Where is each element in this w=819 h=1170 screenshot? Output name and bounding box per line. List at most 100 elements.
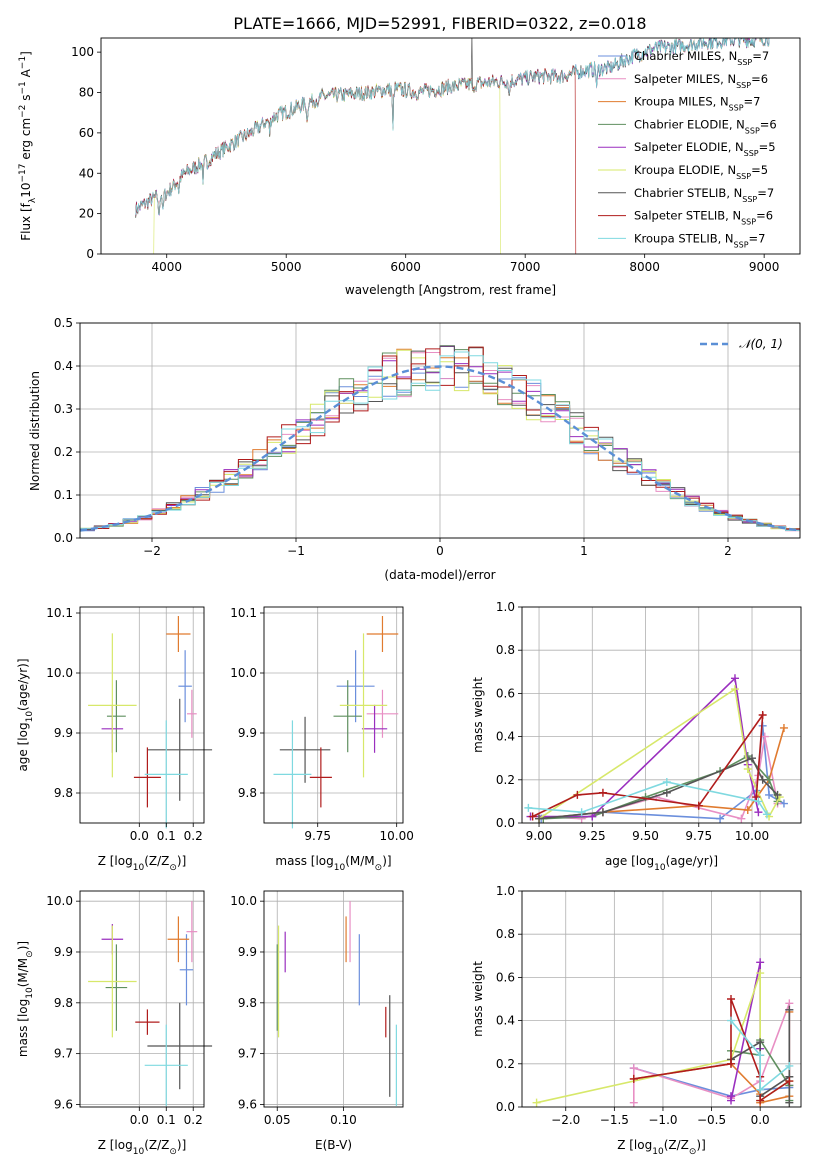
x-tick-label: 0.10 bbox=[330, 1113, 357, 1127]
legend-text: Kroupa STELIB, N bbox=[634, 231, 734, 245]
label-part: ⊙ bbox=[169, 1147, 177, 1157]
y-tick-label: 9.9 bbox=[238, 945, 257, 959]
x-tick-label: 6000 bbox=[390, 260, 421, 274]
legend-label: Kroupa STELIB, NSSP=7 bbox=[634, 231, 765, 249]
y-tick-label: 9.8 bbox=[54, 996, 73, 1010]
weight-line-salpeter-stelib bbox=[532, 712, 764, 818]
label-part: (M/M bbox=[345, 854, 374, 868]
axes-frame bbox=[263, 890, 404, 1108]
weight-marker bbox=[694, 801, 703, 810]
label-part: (Z/Z bbox=[144, 1138, 169, 1152]
y-tick-label: 9.9 bbox=[238, 726, 257, 740]
x-tick-label: 0.0 bbox=[130, 1113, 149, 1127]
weight-marker bbox=[785, 1077, 794, 1086]
legend-label: Kroupa MILES, NSSP=7 bbox=[634, 95, 760, 113]
legend-tail: =6 bbox=[756, 209, 773, 223]
mass-vs-ebv-chart: 0.05 0.10 9.6 9.7 9.8 9.9 10.0 E(B-V) bbox=[230, 890, 404, 1152]
weight-marker bbox=[598, 808, 607, 817]
weight-marker bbox=[758, 711, 767, 719]
label-part: age [log bbox=[16, 722, 30, 771]
legend-text: Kroupa MILES, N bbox=[634, 95, 729, 109]
weight-vs-z-chart: −2.0 −1.5 −1.0 −0.5 0.0 0.0 0.2 0.4 0.6 0.8 1.0 Z [… bbox=[471, 884, 802, 1157]
x-tick-label: 0.1 bbox=[157, 1113, 176, 1127]
label-part: (Z/Z bbox=[664, 1138, 689, 1152]
y-tick-label: 10.1 bbox=[230, 606, 257, 620]
weight-marker bbox=[727, 1016, 736, 1025]
x-tick-label: 0.2 bbox=[184, 1113, 203, 1127]
x-tick-label: −0.5 bbox=[697, 1113, 726, 1127]
age-vs-z-chart: 0.0 0.1 0.29.89.910.010.1Z [log10(Z/Z⊙)]ag… bbox=[16, 606, 213, 873]
label-part: (Z/Z bbox=[144, 854, 169, 868]
axes-frame bbox=[263, 606, 404, 824]
residual-legend-label: 𝒩(0, 1) bbox=[739, 337, 783, 351]
mass-vs-z-chart: 0.0 0.1 0.29.69.79.89.910.0Z [log10(Z/Z⊙)]… bbox=[16, 890, 213, 1157]
y-tick-label: 20 bbox=[79, 207, 94, 221]
legend-sub: SSP bbox=[736, 80, 751, 89]
weight-marker bbox=[743, 806, 752, 815]
weight-vs-age-chart-ylabel: mass weight bbox=[471, 677, 485, 753]
x-tick-label: 8000 bbox=[629, 260, 660, 274]
x-tick-label: 0.05 bbox=[264, 1113, 291, 1127]
y-tick-label: 0.5 bbox=[54, 316, 73, 330]
y-tick-label: 10.0 bbox=[230, 666, 257, 680]
legend-tail: =7 bbox=[744, 95, 761, 109]
label-part: erg cm bbox=[19, 118, 33, 164]
legend-sub: SSP bbox=[742, 194, 757, 203]
weight-marker bbox=[629, 1098, 638, 1107]
x-tick-label: −1 bbox=[287, 544, 305, 558]
y-tick-label: 9.6 bbox=[238, 1097, 257, 1111]
label-part: 10 bbox=[652, 1147, 664, 1157]
y-tick-label: 9.8 bbox=[238, 996, 257, 1010]
legend-text: Chabrier ELODIE, N bbox=[634, 117, 745, 131]
y-tick-label: 1.0 bbox=[496, 884, 515, 898]
y-tick-label: 40 bbox=[79, 166, 94, 180]
weight-marker bbox=[727, 1059, 736, 1068]
weight-line-salpeter-elodie bbox=[530, 676, 760, 818]
weight-marker bbox=[756, 1096, 765, 1105]
weight-marker bbox=[727, 995, 736, 1003]
label-part: mass [log bbox=[275, 854, 333, 868]
spectrum-xlabel: wavelength [Angstrom, rest frame] bbox=[345, 283, 556, 297]
y-tick-label: 10.0 bbox=[46, 894, 73, 908]
legend-tail: =5 bbox=[751, 163, 768, 177]
legend-tail: =7 bbox=[757, 186, 774, 200]
age-vs-mass-chart-xlabel: mass [log10(M/M⊙)] bbox=[275, 854, 391, 873]
legend-sub: SSP bbox=[745, 126, 760, 135]
label-part: (age/yr)] bbox=[666, 854, 718, 868]
axes-frame bbox=[79, 606, 205, 824]
x-tick-label: −2 bbox=[143, 544, 161, 558]
label-part: A bbox=[19, 68, 33, 81]
weight-line-salpeter-miles bbox=[538, 736, 779, 820]
y-tick-label: 100 bbox=[71, 45, 94, 59]
weight-marker bbox=[756, 969, 765, 978]
weight-marker bbox=[743, 765, 752, 773]
label-part: mass [log bbox=[16, 999, 30, 1057]
legend-sub: SSP bbox=[744, 149, 759, 158]
weight-line-kroupa-stelib bbox=[730, 1020, 790, 1092]
y-tick-label: 0.2 bbox=[496, 1057, 515, 1071]
weight-marker bbox=[765, 790, 774, 799]
x-tick-label: 0.0 bbox=[751, 1113, 770, 1127]
weight-marker bbox=[748, 754, 757, 763]
x-tick-label: 0.1 bbox=[157, 829, 176, 843]
weight-marker bbox=[756, 958, 765, 967]
label-part: 10 bbox=[334, 863, 346, 873]
weight-line-kroupa-elodie bbox=[538, 687, 781, 820]
residual-ylabel: Normed distribution bbox=[28, 371, 42, 491]
x-tick-label: 1 bbox=[580, 544, 588, 558]
y-tick-label: 60 bbox=[79, 126, 94, 140]
weight-marker bbox=[754, 797, 763, 806]
spectrum-line-kroupa-stelib bbox=[135, 38, 770, 216]
label-part: )] bbox=[177, 1138, 186, 1152]
x-tick-label: 9.00 bbox=[526, 829, 553, 843]
weight-marker bbox=[532, 1098, 541, 1107]
label-part: 10 bbox=[133, 863, 145, 873]
weight-marker bbox=[730, 674, 739, 683]
x-tick-label: −1.0 bbox=[648, 1113, 677, 1127]
legend-label: Chabrier MILES, NSSP=7 bbox=[634, 49, 769, 67]
label-part: s bbox=[19, 95, 33, 105]
axes-frame bbox=[100, 37, 801, 255]
x-tick-label: 7000 bbox=[510, 260, 541, 274]
y-tick-label: 0.2 bbox=[496, 773, 515, 787]
